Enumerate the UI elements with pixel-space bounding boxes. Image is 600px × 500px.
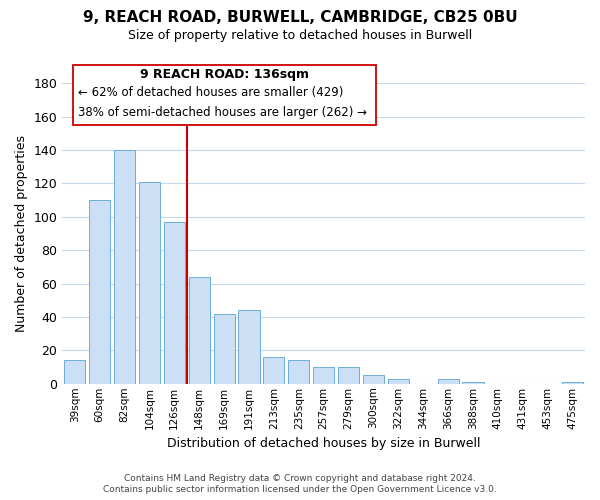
Y-axis label: Number of detached properties: Number of detached properties (15, 135, 28, 332)
FancyBboxPatch shape (73, 65, 376, 125)
Text: Contains HM Land Registry data © Crown copyright and database right 2024.
Contai: Contains HM Land Registry data © Crown c… (103, 474, 497, 494)
Bar (139, 182, 160, 384)
Bar (188, 277, 210, 384)
Bar (363, 376, 384, 384)
Bar (263, 357, 284, 384)
Bar (338, 367, 359, 384)
Text: 9, REACH ROAD, BURWELL, CAMBRIDGE, CB25 0BU: 9, REACH ROAD, BURWELL, CAMBRIDGE, CB25 … (83, 10, 517, 25)
Bar (388, 379, 409, 384)
Bar (313, 367, 334, 384)
Bar (89, 200, 110, 384)
Text: 9 REACH ROAD: 136sqm: 9 REACH ROAD: 136sqm (140, 68, 309, 81)
Bar (164, 222, 185, 384)
Bar (463, 382, 484, 384)
Bar (288, 360, 310, 384)
X-axis label: Distribution of detached houses by size in Burwell: Distribution of detached houses by size … (167, 437, 481, 450)
Bar (64, 360, 85, 384)
Text: ← 62% of detached houses are smaller (429): ← 62% of detached houses are smaller (42… (78, 86, 343, 99)
Bar (437, 379, 458, 384)
Bar (238, 310, 260, 384)
Bar (214, 314, 235, 384)
Bar (562, 382, 583, 384)
Bar (114, 150, 135, 384)
Text: Size of property relative to detached houses in Burwell: Size of property relative to detached ho… (128, 29, 472, 42)
Text: 38% of semi-detached houses are larger (262) →: 38% of semi-detached houses are larger (… (78, 106, 367, 118)
